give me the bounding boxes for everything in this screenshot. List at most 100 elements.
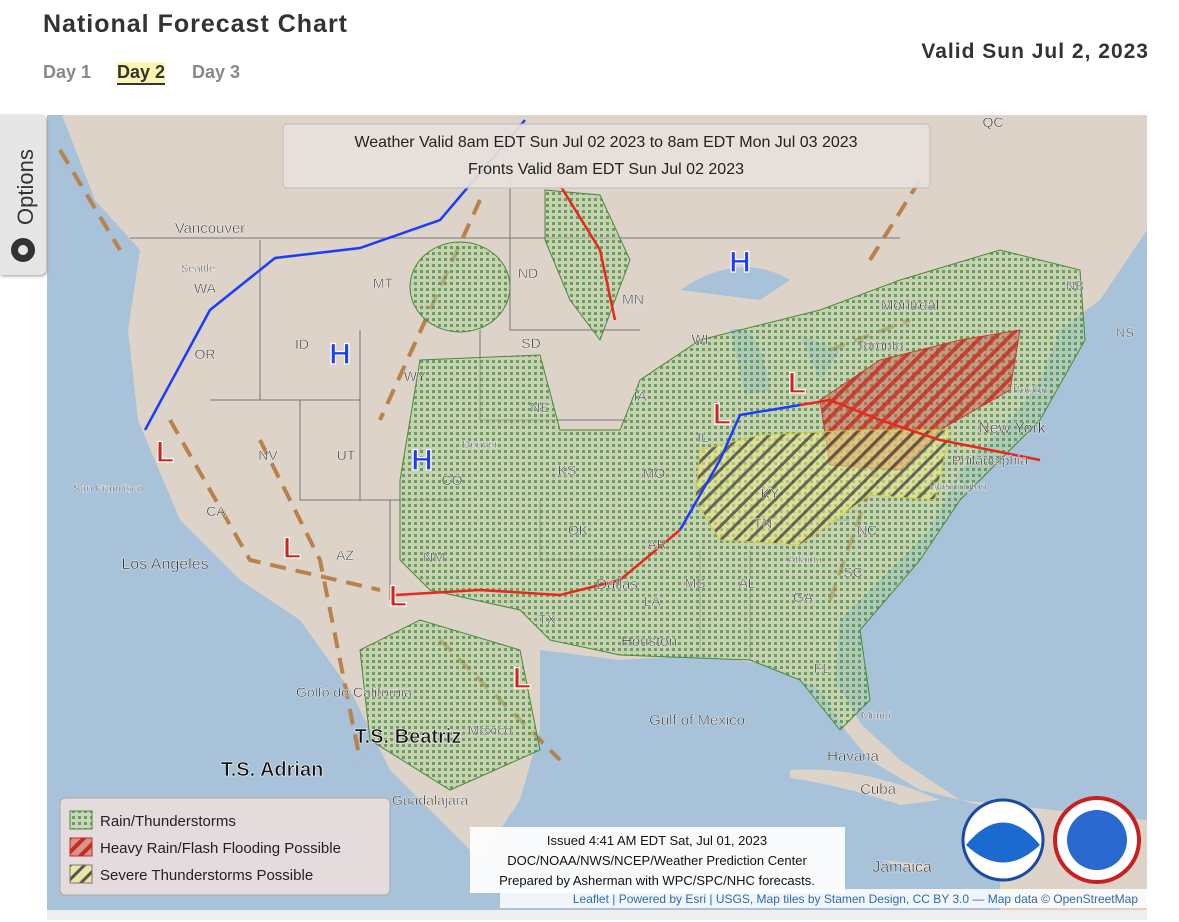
attribution-bar: [500, 889, 1147, 908]
legend-label: Heavy Rain/Flash Flooding Possible: [100, 840, 341, 857]
gear-hole: [18, 245, 28, 255]
map-label: Cuba: [860, 781, 897, 798]
map-label: Houston: [621, 633, 677, 650]
cold-front: [678, 403, 801, 531]
validity-text: Weather Valid 8am EDT Sun Jul 02 2023 to…: [354, 134, 857, 151]
map-label: MS: [685, 575, 706, 591]
validity-text: Fronts Valid 8am EDT Sun Jul 02 2023: [468, 161, 744, 178]
pressure-center: L: [283, 532, 301, 565]
rain-area: [544, 189, 631, 342]
noaa-logo-wave: [966, 822, 1040, 863]
issued-box: [470, 827, 845, 893]
map-label: AL: [738, 575, 755, 591]
map-label: WY: [404, 368, 427, 384]
pressure-center: L: [156, 436, 174, 469]
map-label: NS: [1116, 325, 1134, 340]
pressure-center: L: [713, 398, 731, 431]
pressure-center: L: [513, 662, 531, 695]
map-label: NC: [857, 522, 877, 538]
map-label: MO: [643, 465, 666, 481]
severe-area: [694, 429, 951, 546]
map-label: MT: [373, 275, 394, 291]
rain-area: [359, 619, 541, 791]
map-label: CA: [206, 503, 226, 519]
day-tab[interactable]: Day 3: [192, 62, 241, 82]
map-label: NV: [258, 447, 278, 463]
map-label: KY: [761, 485, 780, 501]
map-label: Philadelphia: [952, 452, 1028, 468]
map-label: CO: [442, 472, 463, 488]
map-label: New York: [978, 420, 1047, 437]
map-label: Los Angeles: [121, 556, 208, 573]
legend-swatch: [69, 810, 93, 830]
day-tab[interactable]: Day 1: [43, 62, 92, 82]
map-label: NE: [530, 399, 549, 415]
map-label: Boston: [1013, 384, 1047, 396]
pressure-center: L: [788, 367, 806, 400]
islands: [790, 769, 940, 872]
map-label: ID: [295, 336, 309, 352]
map-label: Guadalajara: [392, 792, 468, 808]
map-label: MN: [622, 291, 644, 307]
map-label: Miami: [861, 710, 890, 722]
map-label: Washington: [929, 481, 987, 493]
map-label: TX: [538, 611, 557, 627]
nws-logo-inner: [1067, 810, 1127, 870]
map-label: Gulf of Mexico: [649, 712, 745, 729]
map-label: AZ: [336, 547, 354, 563]
map-label: Denver: [462, 439, 498, 451]
map-label: AR: [647, 536, 666, 552]
map-label: QC: [983, 114, 1004, 130]
attribution[interactable]: Leaflet | Powered by Esri | USGS, Map ti…: [573, 892, 1138, 906]
options-label: Options: [13, 149, 38, 225]
map-label: Havana: [827, 748, 879, 765]
map-label: KS: [558, 462, 577, 478]
map-label: Montreal: [881, 297, 939, 314]
map-label: TN: [754, 515, 773, 531]
map-label: Jamaica: [872, 859, 932, 876]
map-label: IL: [697, 429, 709, 445]
atlantic: [835, 230, 1147, 820]
map-label: OR: [195, 346, 216, 362]
map-label: San Francisco: [73, 483, 143, 495]
map-label: IA: [633, 388, 647, 404]
map-label: Seattle: [181, 263, 215, 275]
legend-swatch: [69, 864, 93, 884]
map-label: NM: [423, 549, 445, 565]
issued-text: Prepared by Asherman with WPC/SPC/NHC fo…: [499, 873, 815, 888]
storm-label: T.S. Beatriz: [355, 726, 462, 748]
pressure-center: L: [389, 580, 407, 613]
options-icon: Options: [11, 149, 38, 262]
map-label: SC: [843, 564, 862, 580]
storm-label: T.S. Adrian: [221, 759, 324, 781]
pressure-center: H: [729, 246, 751, 279]
issued-text: Issued 4:41 AM EDT Sat, Jul 01, 2023: [547, 833, 767, 848]
map-label: Vancouver: [175, 220, 246, 237]
issued-text: DOC/NOAA/NWS/NCEP/Weather Prediction Cen…: [507, 853, 807, 868]
map-label: FL: [814, 660, 831, 676]
legend-label: Severe Thunderstorms Possible: [100, 867, 313, 884]
options-tab[interactable]: Options: [0, 115, 46, 275]
map-label: LA: [643, 593, 661, 609]
map-label: Golfo de California: [296, 684, 412, 700]
map-label: NB: [1066, 278, 1084, 293]
map-label: SD: [521, 335, 540, 351]
map-bottom: [47, 910, 1147, 920]
legend-swatch: [69, 837, 93, 857]
pressure-center: H: [329, 338, 351, 371]
map-label: Dallas: [596, 576, 638, 593]
map-label: Atlanta: [788, 554, 823, 566]
map-label: UT: [337, 447, 356, 463]
warm-front: [394, 184, 1041, 597]
legend-label: Rain/Thunderstorms: [100, 813, 236, 830]
day-tab-active[interactable]: Day 2: [117, 62, 166, 85]
validity-box: [282, 123, 931, 189]
map-label: WA: [194, 280, 217, 296]
map-label: ND: [518, 265, 538, 281]
map-label: Mexico: [468, 722, 513, 738]
map-label: Toronto: [857, 337, 904, 353]
rain-area: [409, 241, 511, 333]
map-canvas: [47, 115, 1147, 910]
